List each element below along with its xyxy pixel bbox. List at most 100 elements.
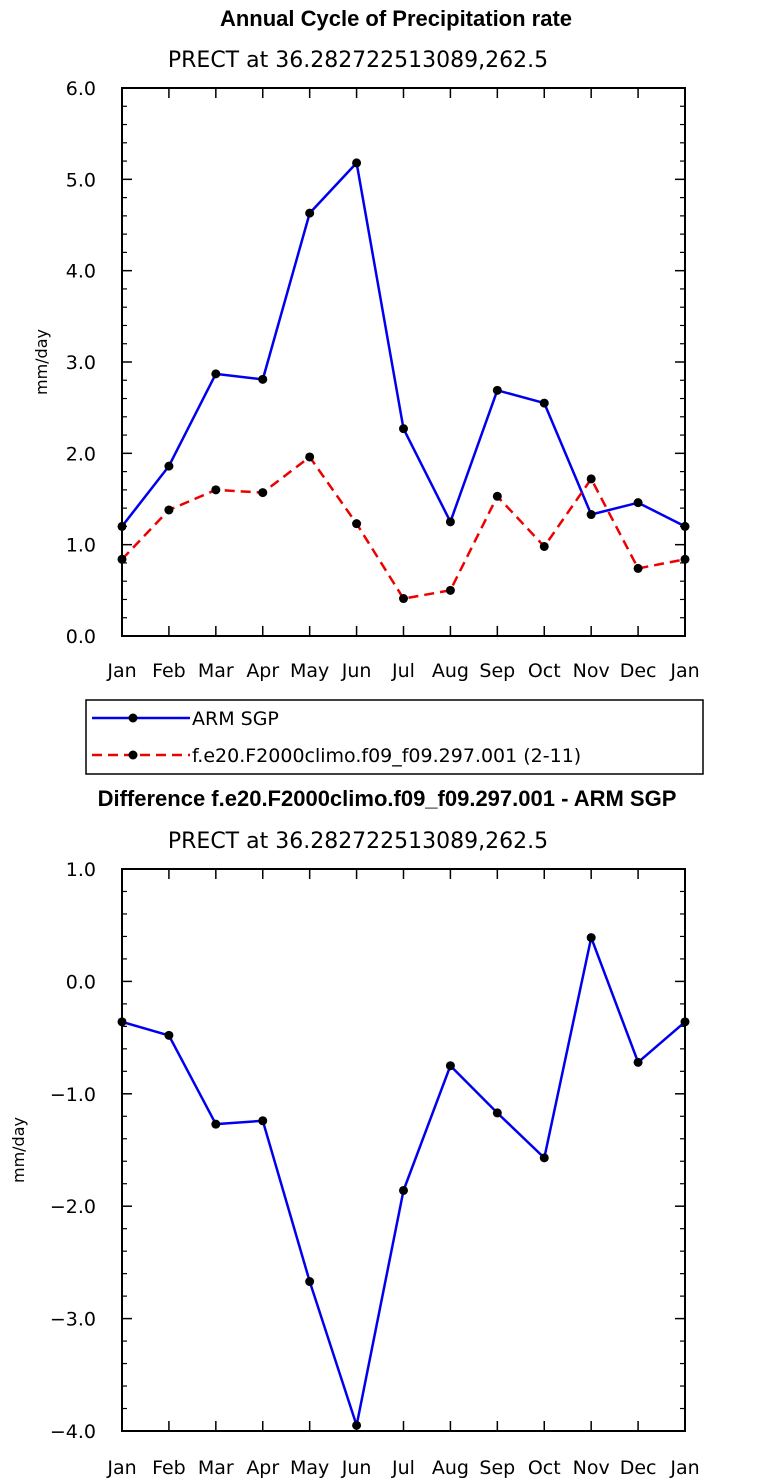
x-tick-label: May	[290, 1457, 329, 1479]
panel1-ticks: 0.0 1.0 2.0 3.0 4.0 5.0 6.0 Jan Feb Mar Apr May Jun J…	[66, 78, 700, 682]
panel1-y-axis-label: mm/day	[32, 329, 51, 395]
data-point-series-0	[633, 498, 643, 508]
legend-marker-model	[128, 750, 138, 760]
x-tick-label: Jan	[106, 1457, 136, 1479]
data-point-series-0	[445, 1061, 455, 1071]
difference-panel: Difference f.e20.F2000climo.f09_f09.297.…	[9, 786, 700, 1479]
y-tick-label: 6.0	[66, 78, 96, 100]
data-point-series-0	[633, 1057, 643, 1067]
y-tick-label: 2.0	[66, 443, 96, 465]
data-point-series-1	[164, 505, 174, 515]
data-point-series-0	[164, 461, 174, 471]
y-tick-label: −1.0	[50, 1084, 96, 1106]
data-point-series-0	[492, 1108, 502, 1118]
series-line-1	[121, 455, 686, 600]
series-line-0	[121, 161, 686, 528]
panel1-subtitle: PRECT at 36.282722513089,262.5	[168, 48, 548, 73]
legend-box	[85, 699, 704, 775]
y-tick-label: −3.0	[50, 1309, 96, 1331]
x-tick-label: Feb	[152, 660, 186, 682]
x-tick-label: Oct	[528, 660, 561, 682]
panel1-series	[117, 158, 690, 604]
x-tick-label: Nov	[573, 1457, 610, 1479]
x-tick-label: Apr	[246, 660, 279, 682]
y-tick-label: 4.0	[66, 261, 96, 283]
x-tick-label: Feb	[152, 1457, 186, 1479]
x-tick-label: Jun	[341, 1457, 372, 1479]
data-point-series-0	[680, 1017, 690, 1027]
y-tick-label: 1.0	[66, 535, 96, 557]
y-tick-label: 0.0	[66, 626, 96, 648]
panel1-plot-frame	[121, 87, 686, 637]
data-point-series-0	[352, 158, 362, 168]
x-tick-label: Jan	[106, 660, 136, 682]
x-tick-label: Jul	[391, 1457, 415, 1479]
x-tick-label: Aug	[432, 660, 469, 682]
data-point-series-0	[539, 1153, 549, 1163]
legend: ARM SGP f.e20.F2000climo.f09_f09.297.001…	[85, 699, 704, 775]
data-point-series-0	[680, 521, 690, 531]
panel2-series	[117, 933, 690, 1430]
data-point-series-1	[352, 519, 362, 529]
data-point-series-0	[117, 1017, 127, 1027]
data-point-series-1	[680, 554, 690, 564]
x-tick-label: Dec	[620, 1457, 657, 1479]
x-tick-label: Sep	[479, 660, 515, 682]
y-tick-label: 5.0	[66, 169, 96, 191]
data-point-series-1	[258, 488, 268, 498]
data-point-series-0	[211, 1119, 221, 1129]
data-point-series-0	[164, 1030, 174, 1040]
data-point-series-0	[258, 1116, 268, 1126]
data-point-series-1	[117, 554, 127, 564]
data-point-series-1	[539, 541, 549, 551]
x-tick-label: Jul	[391, 660, 415, 682]
y-tick-label: 3.0	[66, 352, 96, 374]
data-point-series-0	[492, 385, 502, 395]
data-point-series-1	[586, 474, 596, 484]
x-tick-label: May	[290, 660, 329, 682]
y-tick-label: −2.0	[50, 1196, 96, 1218]
data-point-series-1	[492, 491, 502, 501]
x-tick-label: Dec	[620, 660, 657, 682]
legend-label-arm-sgp: ARM SGP	[192, 708, 279, 730]
data-point-series-0	[117, 521, 127, 531]
panel1-title: Annual Cycle of Precipitation rate	[220, 6, 572, 31]
legend-marker-arm-sgp	[128, 713, 138, 723]
x-tick-label: Jan	[669, 660, 699, 682]
data-point-series-0	[445, 517, 455, 527]
data-point-series-1	[445, 585, 455, 595]
y-tick-label: −4.0	[50, 1421, 96, 1443]
x-tick-label: Mar	[198, 660, 234, 682]
x-tick-label: Aug	[432, 1457, 469, 1479]
data-point-series-0	[399, 424, 408, 434]
data-point-series-1	[305, 452, 315, 462]
x-tick-label: Jan	[669, 1457, 699, 1479]
precip-annual-cycle-panel: Annual Cycle of Precipitation rate PRECT…	[32, 6, 700, 682]
panel2-title: Difference f.e20.F2000climo.f09_f09.297.…	[98, 786, 677, 811]
data-point-series-0	[399, 1185, 408, 1195]
x-tick-label: Apr	[246, 1457, 279, 1479]
data-point-series-0	[305, 208, 315, 218]
panel2-ticks: −4.0 −3.0 −2.0 −1.0 0.0 1.0 Jan Feb Mar Apr May Jun…	[50, 859, 700, 1479]
data-point-series-1	[211, 485, 221, 495]
panel2-subtitle: PRECT at 36.282722513089,262.5	[168, 829, 548, 854]
data-point-series-1	[399, 594, 408, 604]
x-tick-label: Jun	[341, 660, 372, 682]
data-point-series-0	[352, 1420, 362, 1430]
x-tick-label: Mar	[198, 1457, 234, 1479]
data-point-series-0	[586, 933, 596, 943]
data-point-series-0	[539, 398, 549, 408]
y-tick-label: 0.0	[66, 971, 96, 993]
data-point-series-0	[586, 510, 596, 520]
data-point-series-0	[258, 374, 268, 384]
x-tick-label: Nov	[573, 660, 610, 682]
panel2-plot-frame	[121, 868, 686, 1432]
series-line-0	[121, 936, 686, 1427]
legend-label-model: f.e20.F2000climo.f09_f09.297.001 (2-11)	[192, 745, 581, 767]
y-tick-label: 1.0	[66, 859, 96, 881]
data-point-series-0	[305, 1277, 315, 1287]
data-point-series-1	[633, 563, 643, 573]
panel2-y-axis-label: mm/day	[9, 1117, 28, 1183]
data-point-series-0	[211, 369, 221, 379]
